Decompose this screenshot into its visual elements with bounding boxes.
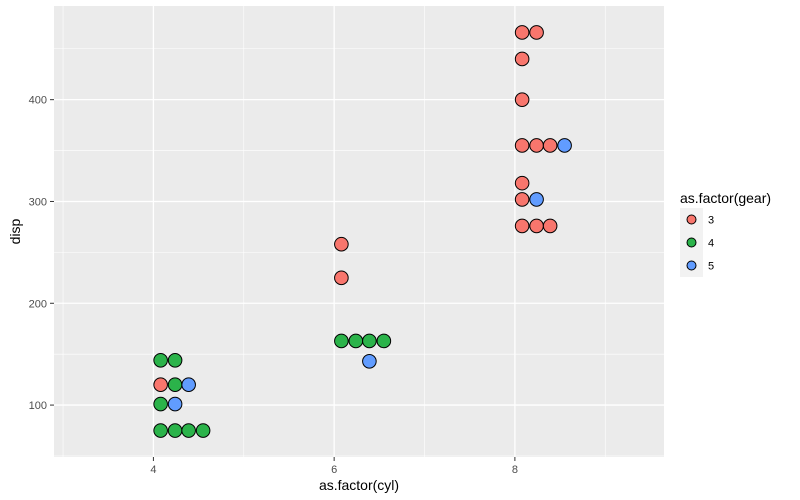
data-point <box>514 218 530 234</box>
y-tick-label: 100 <box>29 400 47 412</box>
data-point <box>514 92 530 107</box>
data-point <box>514 175 530 191</box>
legend-key <box>686 237 697 248</box>
data-point <box>167 396 183 412</box>
y-tick-label: 200 <box>29 298 47 310</box>
data-point <box>362 354 377 369</box>
data-point <box>153 377 168 393</box>
legend-key <box>686 260 697 271</box>
legend-label: 3 <box>708 215 714 227</box>
y-tick-label: 300 <box>29 196 47 208</box>
data-point <box>529 25 544 40</box>
grid-lines <box>54 6 664 457</box>
data-point <box>334 333 349 349</box>
data-point <box>334 236 349 252</box>
legend-label: 5 <box>708 261 714 273</box>
x-axis-title: as.factor(cyl) <box>319 477 399 493</box>
data-point <box>153 423 168 438</box>
data-point <box>195 423 211 438</box>
data-point <box>542 218 558 234</box>
data-point <box>362 333 377 349</box>
axes: 100 200 300 400 4 6 8 <box>29 95 518 476</box>
data-point <box>167 423 183 438</box>
x-tick-label: 4 <box>150 464 156 476</box>
legend-label: 4 <box>708 238 714 250</box>
legend-key <box>686 214 697 225</box>
plot-panel <box>54 6 664 457</box>
data-point <box>181 423 196 438</box>
legend-entries: 3 4 5 <box>686 214 714 273</box>
legend: as.factor(gear) 3 4 5 <box>680 190 771 277</box>
data-point <box>542 138 558 153</box>
data-point <box>529 218 544 234</box>
x-tick-label: 8 <box>512 464 518 476</box>
data-point <box>153 352 168 368</box>
legend-title: as.factor(gear) <box>680 190 771 206</box>
data-point <box>514 25 530 40</box>
data-point <box>514 192 530 207</box>
data-point <box>153 396 168 412</box>
data-points <box>153 25 572 438</box>
y-axis-title: disp <box>7 218 23 244</box>
data-point <box>529 138 544 153</box>
data-point <box>167 352 183 368</box>
data-point <box>514 138 530 153</box>
data-point <box>181 377 196 393</box>
data-point <box>557 138 572 153</box>
data-point <box>376 333 392 349</box>
y-tick-label: 400 <box>29 95 47 107</box>
x-tick-label: 6 <box>331 464 337 476</box>
data-point <box>529 192 544 207</box>
data-point <box>334 270 349 286</box>
data-point <box>514 51 530 67</box>
data-point <box>348 333 364 349</box>
data-point <box>167 377 183 393</box>
